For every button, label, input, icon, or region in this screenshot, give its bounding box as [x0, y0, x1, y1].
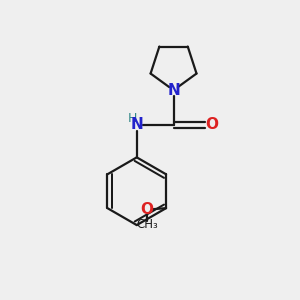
Text: N: N [130, 118, 143, 133]
Text: O: O [140, 202, 153, 217]
Text: O: O [205, 118, 218, 133]
Text: H: H [128, 112, 138, 125]
Text: CH₃: CH₃ [136, 218, 158, 231]
Text: N: N [167, 83, 180, 98]
